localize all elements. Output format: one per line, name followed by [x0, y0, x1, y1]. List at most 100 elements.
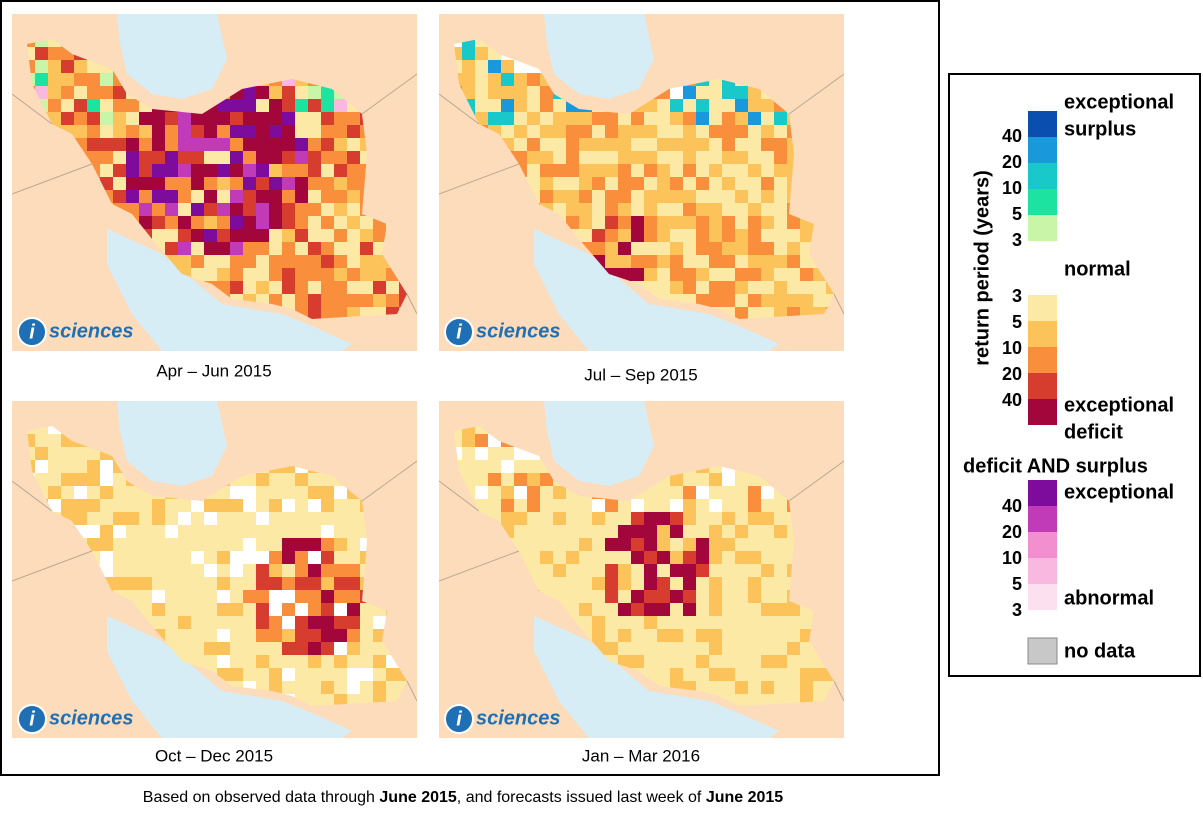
map-cell: [670, 512, 683, 525]
map-cell: [618, 229, 631, 242]
map-cell: [269, 616, 282, 629]
map-cell: [657, 499, 670, 512]
map-cell: [308, 681, 321, 694]
map-cell: [657, 281, 670, 294]
map-cell: [139, 177, 152, 190]
map-cell: [787, 229, 800, 242]
map-cell: [735, 590, 748, 603]
map-cell: [100, 151, 113, 164]
map-cell: [735, 616, 748, 629]
map-cell: [282, 216, 295, 229]
map-cell: [204, 268, 217, 281]
map-cell: [657, 99, 670, 112]
map-cell: [709, 499, 722, 512]
map-cell: [735, 668, 748, 681]
map-cell: [631, 564, 644, 577]
map-cell: [670, 525, 683, 538]
map-cell: [475, 112, 488, 125]
map-cell: [527, 112, 540, 125]
map-cell: [644, 616, 657, 629]
map-cell: [321, 577, 334, 590]
map-cell: [152, 564, 165, 577]
map-cell: [139, 499, 152, 512]
map-cell: [670, 99, 683, 112]
map-cell: [683, 551, 696, 564]
map-cell: [527, 99, 540, 112]
map-cell: [35, 86, 48, 99]
map-cell: [230, 112, 243, 125]
map-cell: [334, 655, 347, 668]
map-cell: [256, 255, 269, 268]
map-cell: [670, 564, 683, 577]
legend-tick: 5: [1012, 204, 1022, 224]
map-cell: [527, 473, 540, 486]
map-cell: [813, 668, 826, 681]
map-cell: [347, 203, 360, 216]
map-cell: [618, 164, 631, 177]
map-cell: [61, 112, 74, 125]
map-cell: [347, 551, 360, 564]
map-cell: [592, 564, 605, 577]
map-cell: [256, 177, 269, 190]
map-cell: [735, 190, 748, 203]
map-cell: [126, 112, 139, 125]
footnote-part: , and forecasts issued last week of: [457, 789, 706, 806]
map-cell: [191, 177, 204, 190]
map-cell: [605, 499, 618, 512]
map-cell: [605, 616, 618, 629]
map-cell: [722, 551, 735, 564]
map-cell: [527, 460, 540, 473]
map-cell: [709, 268, 722, 281]
legend-title: deficit AND surplus: [963, 455, 1148, 477]
map-cell: [282, 538, 295, 551]
map-cell: [657, 525, 670, 538]
map-cell: [657, 629, 670, 642]
map-cell: [308, 164, 321, 177]
map-cell: [113, 112, 126, 125]
map-cell: [670, 138, 683, 151]
map-cell: [347, 177, 360, 190]
map-cell: [386, 681, 399, 694]
map-cell: [35, 39, 48, 47]
map-cell: [165, 203, 178, 216]
map-cell: [748, 603, 761, 616]
map-cell: [321, 681, 334, 694]
map-cell: [670, 629, 683, 642]
map-cell: [243, 242, 256, 255]
map-cell: [347, 668, 360, 681]
map-cell: [113, 138, 126, 151]
map-cell: [761, 307, 774, 319]
map-cell: [295, 486, 308, 499]
persian-gulf: [107, 616, 352, 738]
map-cell: [321, 177, 334, 190]
map-cell: [373, 294, 386, 307]
map-cell: [126, 164, 139, 177]
map-cell: [761, 203, 774, 216]
map-cell: [100, 86, 113, 99]
map-cell: [761, 486, 774, 499]
map-cell: [761, 112, 774, 125]
map-cell: [334, 629, 347, 642]
legend-swatch: [1028, 480, 1057, 506]
map-cell: [308, 242, 321, 255]
map-cell: [308, 99, 321, 112]
map-cell: [243, 616, 256, 629]
map-cell: [269, 525, 282, 538]
map-cell: [243, 216, 256, 229]
map-cell: [295, 551, 308, 564]
map-cell: [308, 525, 321, 538]
map-cell: [553, 538, 566, 551]
map-cell: [501, 499, 514, 512]
map-cell: [360, 242, 373, 255]
map-cell: [696, 281, 709, 294]
map-cell: [618, 203, 631, 216]
map-cell: [165, 616, 178, 629]
map-cell: [139, 216, 152, 229]
map-cell: [217, 655, 230, 668]
map-cell: [347, 255, 360, 268]
map-cell: [308, 281, 321, 294]
map-cell: [386, 294, 399, 307]
legend-label: exceptional: [1064, 481, 1174, 503]
map-cell: [462, 86, 475, 99]
map-cell: [334, 138, 347, 151]
